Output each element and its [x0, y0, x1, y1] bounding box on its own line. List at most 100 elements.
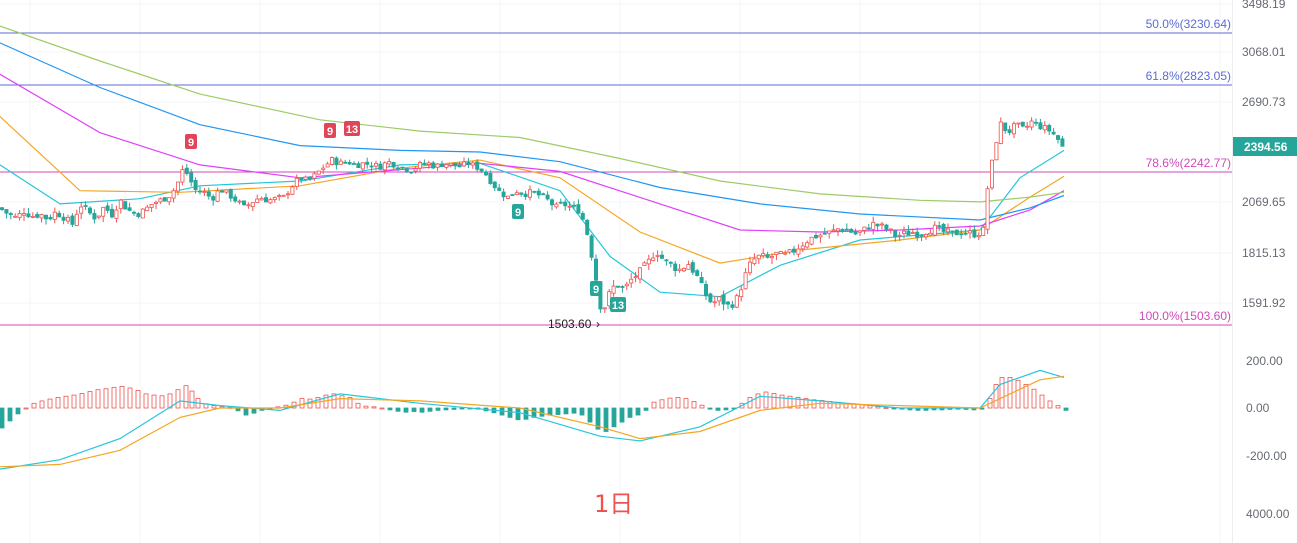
- td-marker: 9: [590, 281, 602, 296]
- candle: [708, 292, 713, 304]
- macd-histogram-bar: [403, 407, 409, 413]
- candle: [197, 186, 202, 195]
- macd-histogram-bar: [95, 389, 101, 409]
- candle: [501, 188, 506, 202]
- macd-histogram-bar: [1063, 407, 1069, 411]
- candle: [488, 170, 493, 185]
- candle: [123, 201, 128, 210]
- candle: [602, 307, 607, 313]
- candle: [792, 245, 797, 256]
- candle: [862, 226, 867, 235]
- candle: [805, 240, 810, 249]
- candle: [387, 158, 392, 168]
- macd-histogram-bar: [619, 407, 625, 423]
- candle: [690, 260, 695, 275]
- candle: [439, 160, 444, 168]
- macd-histogram-bar: [443, 407, 449, 411]
- candle: [880, 221, 885, 230]
- fib-level-label: 50.0%(3230.64): [1146, 17, 1231, 31]
- macd-histogram-bar: [643, 407, 649, 411]
- candle: [206, 187, 211, 200]
- candle: [413, 166, 418, 174]
- macd-histogram-bar: [451, 407, 457, 410]
- fib-level-label: 100.0%(1503.60): [1139, 309, 1231, 323]
- price-tick-label: 3068.01: [1242, 45, 1286, 59]
- td-marker: 13: [344, 121, 360, 136]
- td-marker: 9: [324, 123, 336, 138]
- candle: [585, 218, 590, 236]
- macd-histogram-bar: [87, 391, 93, 409]
- candle: [118, 198, 123, 214]
- candle: [664, 258, 669, 266]
- fibonacci-levels: 50.0%(3230.64) 61.8%(2823.05) 78.6%(2242.7…: [0, 17, 1232, 326]
- candle: [360, 162, 365, 171]
- candle: [712, 296, 717, 308]
- candle: [483, 169, 488, 177]
- candle: [734, 293, 739, 309]
- macd-histogram-bar: [507, 407, 513, 418]
- candle: [268, 197, 273, 205]
- candle: [1003, 122, 1008, 134]
- macd-histogram-bar: [379, 407, 385, 410]
- candle: [382, 161, 387, 175]
- candle: [343, 159, 348, 164]
- candle: [818, 233, 823, 243]
- macd-histogram-bar: [667, 397, 673, 409]
- macd-histogram-bar: [143, 393, 149, 409]
- candle: [44, 214, 49, 225]
- macd-histogram-bar: [31, 402, 37, 409]
- candle: [83, 201, 88, 210]
- candle: [910, 228, 915, 234]
- candle: [497, 183, 502, 191]
- candle: [290, 185, 295, 196]
- candle: [633, 271, 638, 283]
- candle: [189, 169, 194, 187]
- candlestick-series: [0, 117, 1065, 313]
- candle: [787, 249, 792, 255]
- macd-histogram-bar: [39, 400, 45, 409]
- candle: [241, 200, 246, 206]
- candle: [140, 208, 145, 219]
- candle: [998, 117, 1003, 145]
- candle: [638, 267, 643, 284]
- candle: [976, 232, 981, 241]
- candle: [673, 261, 678, 277]
- macd-dif-line: [0, 369, 1065, 470]
- candle: [682, 267, 687, 273]
- candle: [39, 213, 44, 223]
- candle: [492, 180, 497, 192]
- macd-tick-label: -200.00: [1246, 449, 1287, 463]
- macd-histogram-bar: [151, 394, 157, 409]
- candle: [422, 159, 427, 166]
- candle: [968, 225, 973, 239]
- candle: [866, 223, 871, 230]
- macd-histogram-bar: [651, 401, 657, 409]
- candle: [237, 199, 242, 205]
- candle: [1029, 117, 1034, 131]
- candle: [950, 230, 955, 237]
- candle: [1042, 121, 1047, 134]
- candle: [475, 159, 480, 173]
- macd-histogram-bar: [675, 397, 681, 409]
- macd-histogram-bar: [1031, 388, 1037, 409]
- candle: [510, 194, 515, 196]
- macd-histogram-bar: [7, 407, 13, 422]
- macd-histogram-bar: [999, 377, 1005, 409]
- macd-dea-line: [0, 375, 1065, 468]
- macd-histogram-bar: [211, 405, 217, 409]
- candle: [651, 252, 656, 262]
- candle: [514, 189, 519, 196]
- candle: [369, 161, 374, 172]
- candle: [255, 194, 260, 204]
- candle: [193, 177, 198, 194]
- td-marker-label: 9: [188, 137, 194, 149]
- candle: [171, 188, 176, 203]
- macd-histogram-bar: [691, 401, 697, 409]
- candle: [175, 181, 180, 196]
- candle: [127, 202, 132, 212]
- candle: [448, 162, 453, 168]
- candle: [778, 250, 783, 255]
- candle: [316, 170, 321, 175]
- candle: [431, 160, 436, 170]
- candle: [752, 253, 757, 266]
